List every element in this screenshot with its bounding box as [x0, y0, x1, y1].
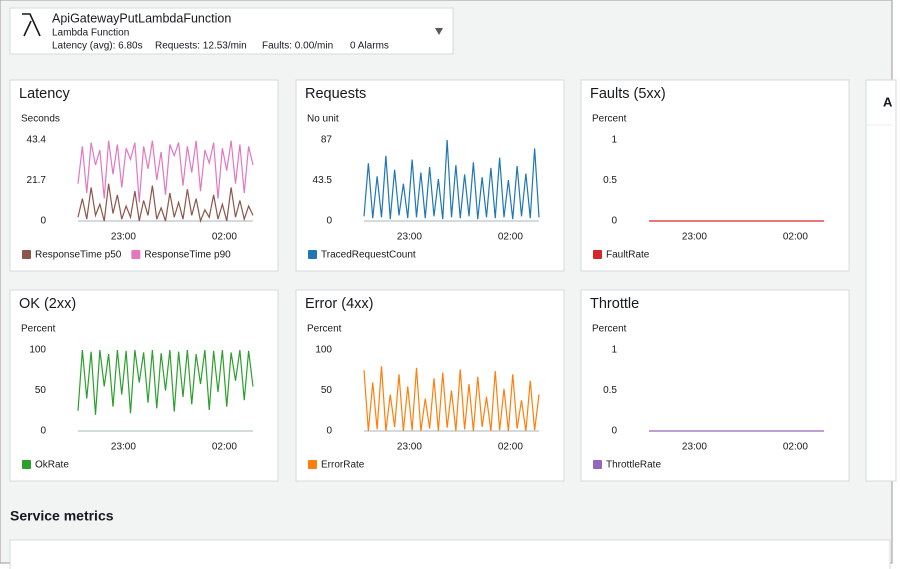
legend-swatch	[22, 460, 31, 469]
y-tick-label: 0.5	[603, 385, 617, 396]
node-stat: Latency (avg): 6.80s	[52, 41, 143, 52]
series-line	[77, 140, 254, 203]
chart-panel	[580, 79, 850, 272]
y-tick-label: 87	[321, 135, 333, 146]
legend-swatch	[131, 250, 141, 259]
series-line	[363, 366, 540, 432]
y-axis-label: Percent	[21, 324, 56, 335]
series-line	[77, 183, 254, 224]
y-tick-label: 0	[611, 426, 617, 437]
legend-label: ErrorRate	[321, 460, 365, 471]
legend-label: ThrottleRate	[606, 460, 661, 471]
chart-title: Latency	[19, 86, 71, 102]
x-tick-label: 02:00	[498, 232, 523, 243]
y-axis-label: Seconds	[21, 114, 60, 125]
legend-swatch	[593, 250, 602, 259]
node-stat: Requests: 12.53/min	[155, 41, 247, 52]
x-tick-label: 23:00	[397, 442, 422, 453]
y-axis-label: Percent	[592, 324, 627, 335]
side-panel-title: A	[883, 94, 893, 109]
side-panel	[865, 79, 897, 482]
legend-swatch	[22, 250, 31, 259]
chart-panel	[580, 289, 850, 482]
legend-label: ResponseTime p50	[35, 250, 122, 261]
y-tick-label: 50	[35, 385, 47, 396]
lambda-icon	[22, 13, 41, 37]
chart-panel	[295, 289, 565, 482]
chart-title: Requests	[305, 86, 366, 102]
y-tick-label: 0	[326, 426, 332, 437]
dropdown-arrow[interactable]	[435, 28, 443, 35]
y-axis-label: Percent	[592, 114, 627, 125]
series-line	[77, 349, 254, 415]
chart-panel	[9, 289, 279, 482]
chart-title: Error (4xx)	[305, 296, 373, 312]
node-stat: Faults: 0.00/min	[262, 41, 333, 52]
x-tick-label: 02:00	[498, 442, 523, 453]
y-tick-label: 1	[611, 345, 617, 356]
y-tick-label: 0	[326, 216, 332, 227]
node-subtitle: Lambda Function	[52, 28, 129, 39]
y-tick-label: 43.4	[27, 135, 47, 146]
legend-label: ResponseTime p90	[144, 250, 231, 261]
node-title: ApiGatewayPutLambdaFunction	[52, 11, 231, 25]
y-tick-label: 100	[29, 345, 46, 356]
y-tick-label: 0	[40, 216, 46, 227]
y-axis-label: No unit	[307, 114, 339, 125]
legend-swatch	[308, 460, 317, 469]
section-title: Service metrics	[10, 508, 114, 524]
section-card	[9, 539, 891, 569]
legend-label: OkRate	[35, 460, 69, 471]
x-tick-label: 02:00	[212, 232, 237, 243]
x-tick-label: 02:00	[783, 232, 808, 243]
legend-swatch	[308, 250, 317, 259]
y-axis-label: Percent	[307, 324, 342, 335]
series-line	[363, 139, 540, 220]
chart-panel	[9, 79, 279, 272]
chart-title: Faults (5xx)	[590, 86, 666, 102]
y-tick-label: 0.5	[603, 175, 617, 186]
legend-label: TracedRequestCount	[321, 250, 416, 261]
y-tick-label: 0	[40, 426, 46, 437]
y-tick-label: 50	[321, 385, 333, 396]
legend-label: FaultRate	[606, 250, 650, 261]
chart-title: OK (2xx)	[19, 296, 76, 312]
legend-swatch	[593, 460, 602, 469]
y-tick-label: 1	[611, 135, 617, 146]
y-tick-label: 21.7	[27, 175, 47, 186]
node-stat: 0 Alarms	[350, 41, 389, 52]
y-tick-label: 0	[611, 216, 617, 227]
y-tick-label: 43.5	[313, 175, 333, 186]
y-tick-label: 100	[315, 345, 332, 356]
node-card[interactable]	[9, 7, 454, 55]
x-tick-label: 23:00	[682, 232, 707, 243]
x-tick-label: 23:00	[111, 442, 136, 453]
chart-title: Throttle	[590, 296, 639, 312]
x-tick-label: 23:00	[682, 442, 707, 453]
x-tick-label: 02:00	[783, 442, 808, 453]
x-tick-label: 23:00	[397, 232, 422, 243]
x-tick-label: 23:00	[111, 232, 136, 243]
x-tick-label: 02:00	[212, 442, 237, 453]
